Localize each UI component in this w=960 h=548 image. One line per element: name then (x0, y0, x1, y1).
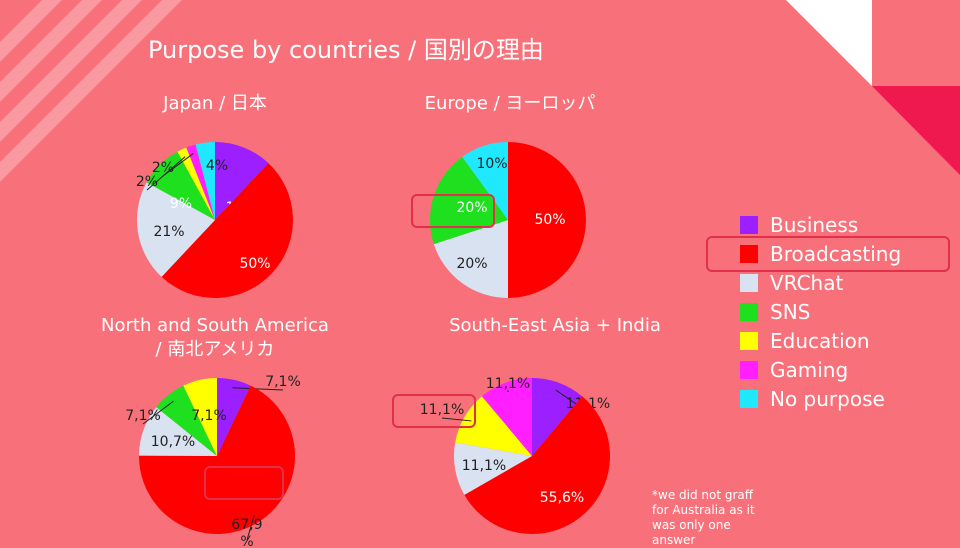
pie-data-label: 2% (136, 174, 158, 190)
legend-label: Education (770, 329, 870, 353)
legend-item-broadcasting: Broadcasting (740, 239, 901, 268)
pie-data-label: 10% (476, 156, 507, 172)
pie-data-label: 9% (170, 196, 192, 212)
pie-data-label: 55,6% (540, 490, 584, 506)
pie-data-label: 4% (206, 158, 228, 174)
legend-item-gaming: Gaming (740, 355, 901, 384)
chart-title-americas-line2: / 南北アメリカ (60, 338, 370, 362)
highlight-box-europe-sns (411, 194, 495, 228)
legend-swatch (740, 361, 758, 379)
legend-swatch (740, 274, 758, 292)
legend-swatch (740, 332, 758, 350)
pie-chart-japan: 12%50%21%9%2%2%4% (135, 140, 295, 300)
legend-swatch (740, 303, 758, 321)
pie-data-label: 50% (239, 256, 270, 272)
legend-label: Broadcasting (770, 242, 901, 266)
legend-item-sns: SNS (740, 297, 901, 326)
pie-data-label: 2% (152, 160, 174, 176)
legend-item-education: Education (740, 326, 901, 355)
legend-swatch (740, 245, 758, 263)
slide-title: Purpose by countries / 国別の理由 (148, 30, 544, 65)
chart-title-americas: North and South America / 南北アメリカ (60, 314, 370, 362)
pie-data-label: 67,9% (231, 517, 262, 548)
pie-chart-sea-india: 11,1%55,6%11,1%11,1%11,1% (452, 376, 612, 536)
legend-swatch (740, 390, 758, 408)
highlight-box-sea-education (392, 394, 476, 428)
pie-data-label: 7,1% (265, 374, 301, 390)
chart-title-sea-india: South-East Asia + India (410, 314, 700, 338)
pie-data-label: 10,7% (151, 434, 195, 450)
legend-swatch (740, 216, 758, 234)
chart-title-japan: Japan / 日本 (120, 92, 310, 116)
highlight-box-americas-broadcasting (204, 466, 284, 500)
pie-chart-americas: 7,1%67,9%10,7%7,1%7,1% (137, 376, 297, 536)
legend-item-no-purpose: No purpose (740, 384, 901, 413)
legend-item-vrchat: VRChat (740, 268, 901, 297)
legend-label: Gaming (770, 358, 848, 382)
pie-data-label: 11,1% (486, 376, 530, 392)
chart-title-americas-line1: North and South America (60, 314, 370, 338)
legend-label: No purpose (770, 387, 885, 411)
chart-title-europe: Europe / ヨーロッパ (395, 92, 625, 116)
pie-data-label: 7,1% (191, 408, 227, 424)
legend-label: SNS (770, 300, 810, 324)
legend-label: VRChat (770, 271, 843, 295)
pie-data-label: 21% (153, 224, 184, 240)
legend-item-business: Business (740, 210, 901, 239)
footnote: *we did not graff for Australia as it wa… (652, 488, 772, 548)
pie-data-label: 20% (456, 256, 487, 272)
legend: Business Broadcasting VRChat SNS Educati… (740, 210, 901, 413)
legend-label: Business (770, 213, 858, 237)
pie-data-label: 50% (534, 212, 565, 228)
pie-data-label: 7,1% (125, 408, 161, 424)
pie-data-label: 11,1% (462, 458, 506, 474)
